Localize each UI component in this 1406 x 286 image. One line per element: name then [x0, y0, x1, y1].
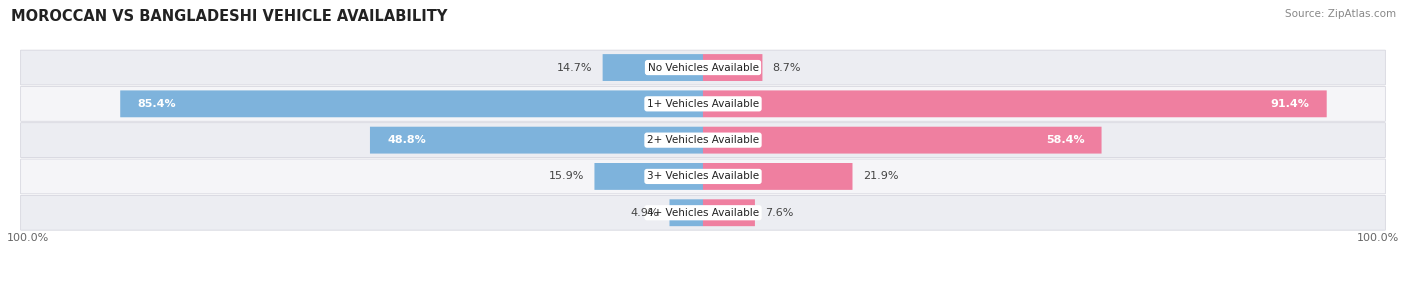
FancyBboxPatch shape: [703, 54, 762, 81]
FancyBboxPatch shape: [21, 195, 1385, 230]
Text: 48.8%: 48.8%: [387, 135, 426, 145]
Text: 8.7%: 8.7%: [773, 63, 801, 73]
Text: 100.0%: 100.0%: [7, 233, 49, 243]
FancyBboxPatch shape: [703, 199, 755, 226]
FancyBboxPatch shape: [21, 123, 1385, 158]
FancyBboxPatch shape: [370, 127, 703, 154]
FancyBboxPatch shape: [669, 199, 703, 226]
Text: 91.4%: 91.4%: [1271, 99, 1309, 109]
Text: 3+ Vehicles Available: 3+ Vehicles Available: [647, 171, 759, 181]
Text: 2+ Vehicles Available: 2+ Vehicles Available: [647, 135, 759, 145]
FancyBboxPatch shape: [703, 163, 852, 190]
Text: 15.9%: 15.9%: [548, 171, 585, 181]
Text: MOROCCAN VS BANGLADESHI VEHICLE AVAILABILITY: MOROCCAN VS BANGLADESHI VEHICLE AVAILABI…: [11, 9, 447, 23]
Text: No Vehicles Available: No Vehicles Available: [648, 63, 758, 73]
Text: 85.4%: 85.4%: [138, 99, 176, 109]
FancyBboxPatch shape: [703, 90, 1327, 117]
Text: 21.9%: 21.9%: [863, 171, 898, 181]
FancyBboxPatch shape: [603, 54, 703, 81]
Text: 1+ Vehicles Available: 1+ Vehicles Available: [647, 99, 759, 109]
Text: 100.0%: 100.0%: [1357, 233, 1399, 243]
Text: 14.7%: 14.7%: [557, 63, 592, 73]
FancyBboxPatch shape: [21, 159, 1385, 194]
Text: Source: ZipAtlas.com: Source: ZipAtlas.com: [1285, 9, 1396, 19]
Text: 58.4%: 58.4%: [1046, 135, 1084, 145]
FancyBboxPatch shape: [21, 86, 1385, 121]
FancyBboxPatch shape: [703, 127, 1101, 154]
FancyBboxPatch shape: [595, 163, 703, 190]
FancyBboxPatch shape: [121, 90, 703, 117]
Text: 4.9%: 4.9%: [631, 208, 659, 218]
Text: 7.6%: 7.6%: [765, 208, 793, 218]
FancyBboxPatch shape: [21, 50, 1385, 85]
Text: 4+ Vehicles Available: 4+ Vehicles Available: [647, 208, 759, 218]
